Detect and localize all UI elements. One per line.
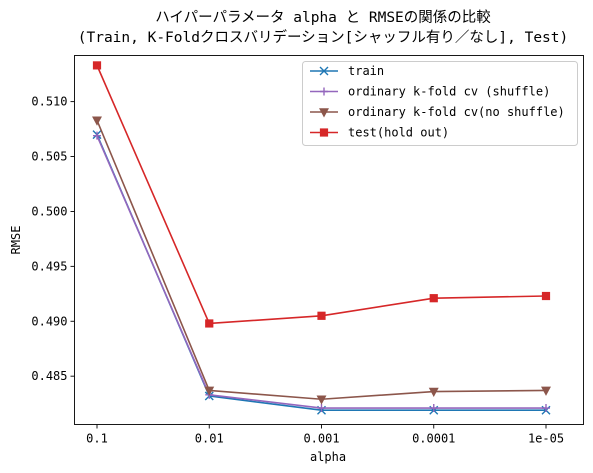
legend-label: ordinary k-fold cv(no shuffle) [348, 105, 565, 119]
data-point [317, 311, 326, 320]
data-point [428, 387, 439, 397]
legend-marker [319, 108, 329, 118]
x-axis-label: alpha [310, 450, 346, 464]
chart-title-line-1: ハイパーパラメータ alpha と RMSEの関係の比較 [155, 8, 491, 26]
x-tick-label: 0.01 [195, 432, 224, 446]
series-square [92, 61, 551, 328]
y-tick-label: 0.485 [31, 369, 67, 383]
data-point [92, 116, 102, 126]
y-tick-label: 0.495 [31, 259, 67, 273]
series-line [96, 119, 547, 401]
data-point [204, 386, 215, 396]
legend-label: test(hold out) [348, 126, 449, 140]
series-line [96, 134, 546, 412]
chart-title-line-2: (Train, K-Foldクロスバリデーション[シャッフル有り／なし], Te… [78, 28, 569, 46]
y-axis-label: RMSE [9, 226, 23, 255]
y-tick-label: 0.500 [31, 204, 67, 218]
legend-label: train [348, 64, 384, 78]
legend-marker [319, 66, 329, 76]
series-triangle-down [92, 116, 551, 405]
y-tick-label: 0.510 [31, 95, 67, 109]
legend-item: test(hold out) [310, 126, 449, 140]
data-point [316, 395, 327, 405]
series-x [92, 130, 551, 415]
legend-item: ordinary k-fold cv(no shuffle) [310, 105, 565, 119]
legend: train ordinary k-fold cv (shuffle) ordinar… [302, 61, 578, 146]
data-point [541, 291, 551, 301]
legend-box [302, 61, 578, 146]
series-plus [93, 131, 550, 413]
x-tick-label: 0.0001 [412, 432, 455, 446]
x-tick-label: 1e-05 [528, 432, 564, 446]
y-tick-label: 0.505 [31, 150, 67, 164]
legend-marker [320, 87, 328, 96]
data-point [542, 404, 550, 413]
data-point [429, 404, 438, 413]
legend-label: ordinary k-fold cv (shuffle) [348, 85, 550, 99]
series-line [96, 135, 546, 409]
data-point [317, 404, 326, 413]
x-tick-label: 0.1 [86, 432, 108, 446]
data-point [92, 61, 102, 70]
x-tick-label: 0.001 [303, 432, 339, 446]
data-point [429, 294, 438, 303]
y-axis: 0.485 0.490 0.495 0.500 0.505 0.510 [31, 95, 75, 383]
x-axis: 0.1 0.01 0.001 0.0001 1e-05 [86, 424, 564, 446]
legend-marker [319, 128, 329, 137]
legend-item: train [310, 64, 384, 78]
plot-frame [74, 55, 584, 425]
legend-item: ordinary k-fold cv (shuffle) [310, 85, 550, 99]
series-layer [92, 61, 551, 415]
data-point [93, 131, 101, 140]
data-point [205, 319, 214, 328]
y-tick-label: 0.490 [31, 314, 67, 328]
data-point [541, 386, 551, 396]
